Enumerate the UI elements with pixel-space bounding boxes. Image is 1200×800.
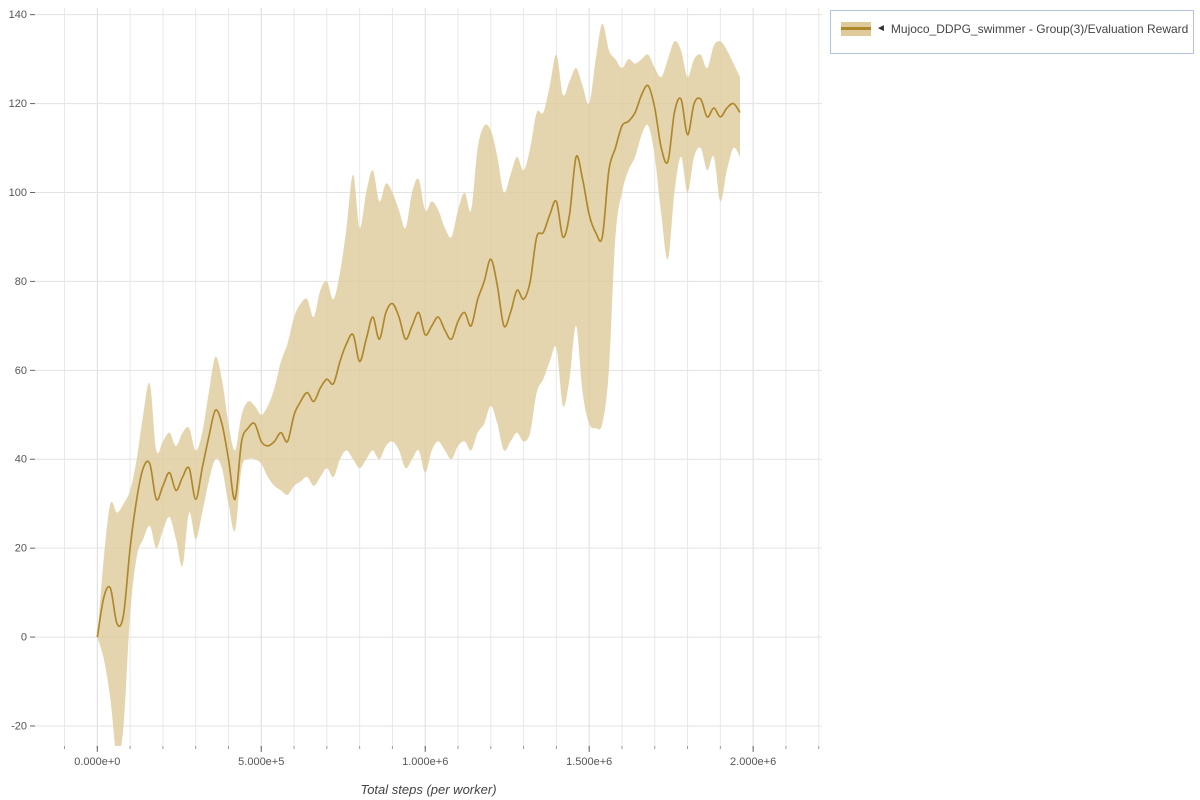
- svg-text:60: 60: [15, 365, 27, 377]
- svg-text:20: 20: [15, 543, 27, 555]
- svg-text:5.000e+5: 5.000e+5: [238, 756, 284, 768]
- svg-text:0: 0: [21, 632, 27, 644]
- svg-text:1.500e+6: 1.500e+6: [566, 756, 612, 768]
- series-line-icon: [841, 27, 871, 30]
- x-axis-title: Total steps (per worker): [360, 782, 497, 797]
- svg-text:-20: -20: [11, 720, 27, 732]
- legend: ◄ Mujoco_DDPG_swimmer - Group(3)/Evaluat…: [830, 10, 1194, 54]
- legend-label: Mujoco_DDPG_swimmer - Group(3)/Evaluatio…: [890, 22, 1189, 36]
- svg-text:140: 140: [9, 9, 27, 21]
- collapse-triangle-icon: ◄: [876, 23, 886, 34]
- legend-item[interactable]: ◄ Mujoco_DDPG_swimmer - Group(3)/Evaluat…: [841, 22, 1188, 36]
- svg-text:120: 120: [9, 98, 27, 110]
- svg-text:80: 80: [15, 276, 27, 288]
- svg-text:100: 100: [9, 187, 27, 199]
- svg-text:2.000e+6: 2.000e+6: [730, 756, 776, 768]
- svg-text:1.000e+6: 1.000e+6: [402, 756, 448, 768]
- svg-text:40: 40: [15, 454, 27, 466]
- series-swatch-icon: [841, 22, 871, 36]
- svg-text:0.000e+0: 0.000e+0: [74, 756, 120, 768]
